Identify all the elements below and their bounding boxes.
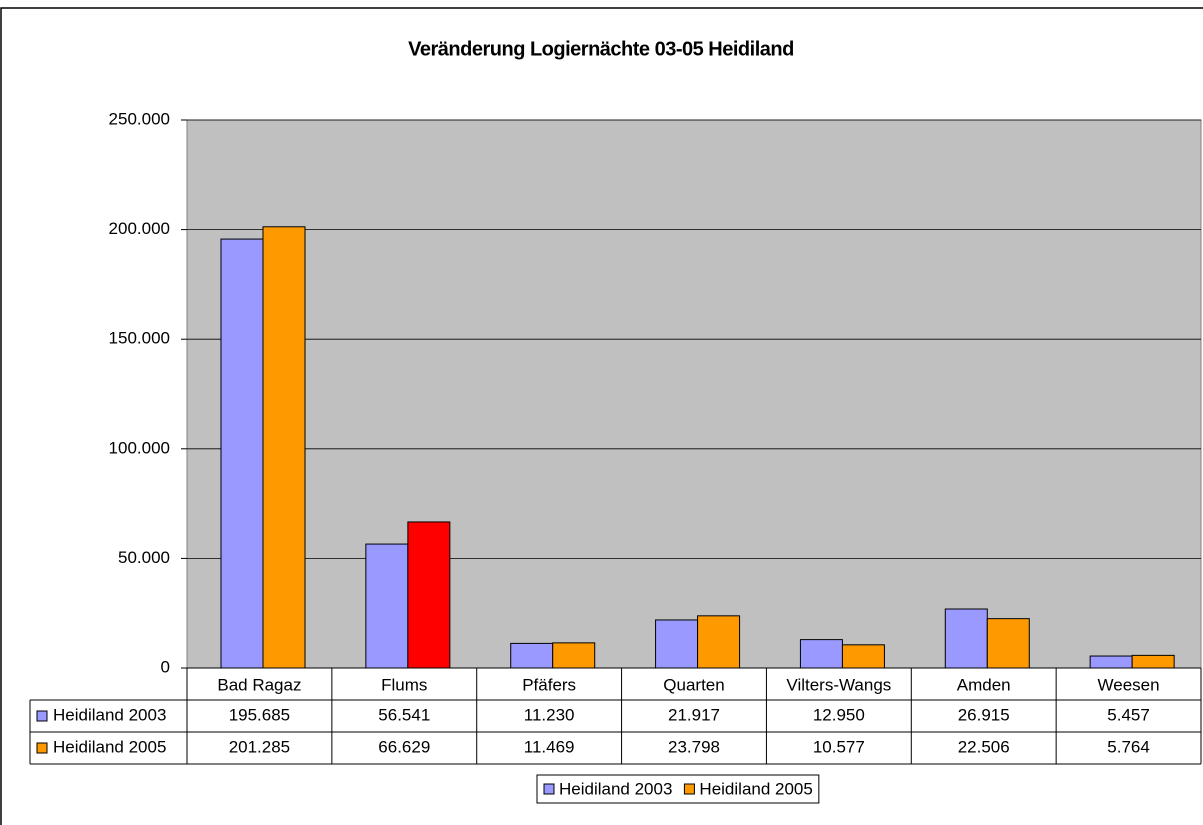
table-value: 5.764: [1107, 737, 1150, 756]
y-tick-label: 250.000: [109, 109, 170, 128]
x-tick-label: Weesen: [1098, 675, 1160, 694]
table-row-label: Heidiland 2005: [53, 737, 166, 756]
table-value: 5.457: [1107, 705, 1150, 724]
chart-title: Veränderung Logiernächte 03-05 Heidiland: [408, 38, 794, 60]
table-value: 11.469: [524, 737, 575, 756]
table-value: 195.685: [229, 705, 290, 724]
bar: [365, 543, 409, 669]
y-tick-label: 150.000: [109, 329, 170, 348]
bar: [1089, 655, 1133, 669]
y-tick-label: 200.000: [109, 219, 170, 238]
table-value: 10.577: [813, 737, 865, 756]
bar: [986, 618, 1030, 669]
table-value: 201.285: [229, 737, 290, 756]
table-value: 23.798: [668, 737, 720, 756]
table-value: 66.629: [378, 737, 430, 756]
x-tick-label: Flums: [381, 675, 427, 694]
legend-label: Heidiland 2003: [559, 779, 672, 798]
y-tick-label: 50.000: [118, 548, 170, 567]
table-value: 26.915: [958, 705, 1010, 724]
bar: [841, 644, 885, 669]
x-tick-label: Quarten: [663, 675, 724, 694]
legend-key: [36, 742, 48, 754]
bar: [655, 619, 699, 669]
y-tick-label: 100.000: [109, 438, 170, 457]
table-row-label: Heidiland 2003: [53, 705, 166, 724]
table-value: 12.950: [813, 705, 865, 724]
legend-label: Heidiland 2005: [699, 779, 812, 798]
x-tick-label: Amden: [957, 675, 1011, 694]
x-tick-label: Vilters-Wangs: [786, 675, 891, 694]
bar: [799, 639, 843, 669]
bar: [407, 521, 451, 669]
plot-area: [186, 119, 1202, 669]
x-tick-label: Bad Ragaz: [217, 675, 301, 694]
legend-key: [543, 783, 555, 795]
legend-box: [536, 774, 820, 804]
bar: [262, 226, 306, 669]
table-value: 11.230: [524, 705, 575, 724]
legend-key: [683, 783, 695, 795]
bar: [697, 615, 741, 669]
table-value: 56.541: [378, 705, 430, 724]
bar: [1131, 654, 1175, 669]
bar: [220, 238, 264, 669]
x-tick-label: Pfäfers: [522, 675, 576, 694]
bar: [510, 642, 554, 669]
table-value: 21.917: [668, 705, 720, 724]
bar: [552, 642, 596, 669]
legend-key: [36, 710, 48, 722]
bar: [944, 608, 988, 669]
y-tick-label: 0: [161, 657, 170, 676]
table-value: 22.506: [958, 737, 1010, 756]
